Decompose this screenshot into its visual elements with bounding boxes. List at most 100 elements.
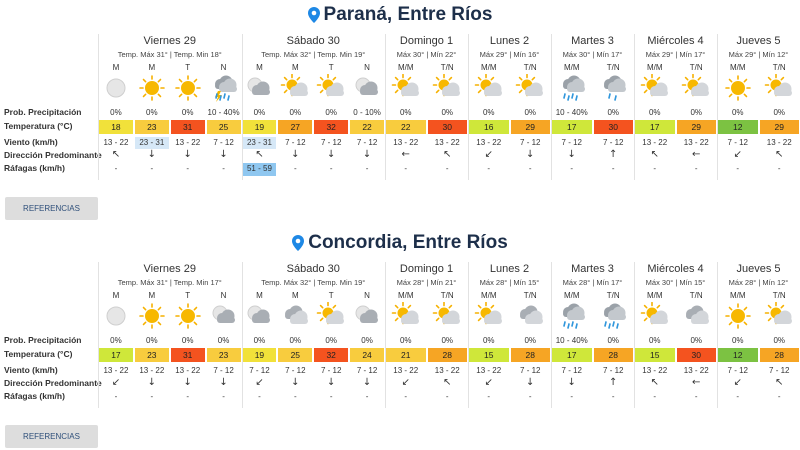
temperature: 29: [510, 120, 550, 134]
wind: 7 - 12: [727, 366, 748, 375]
temperature: 17: [99, 348, 133, 362]
precipitation: 0%: [731, 336, 744, 345]
day-name: Miércoles 4: [647, 263, 704, 275]
direction: ↓: [526, 377, 535, 388]
row-label: Ráfagas (km/h): [4, 391, 65, 401]
precipitation: 10 - 40%: [555, 108, 588, 117]
location-pin: [307, 7, 320, 23]
day-summary: Temp. Máx 31° | Temp. Min 18°: [117, 50, 222, 59]
temperature: 31: [170, 120, 205, 134]
temperature: 28: [427, 348, 467, 362]
temperature: 17: [552, 120, 592, 134]
direction: ↓: [526, 149, 535, 160]
direction: ↓: [326, 149, 336, 160]
temperature: 27: [278, 120, 313, 134]
wind: 13 - 22: [434, 138, 460, 147]
gusts: -: [186, 392, 190, 401]
day-name: Viernes 29: [143, 263, 196, 275]
weather-icon: [764, 302, 793, 325]
row-label: Viento (km/h): [4, 137, 58, 147]
wind: 23 - 31: [134, 137, 169, 149]
period-label: T/N: [523, 291, 537, 300]
precipitation: 0%: [253, 108, 266, 117]
weather-icon: [640, 302, 668, 325]
temperature: 17: [635, 120, 675, 134]
temperature: 15: [635, 348, 675, 362]
weather-icon: [515, 74, 544, 97]
day-name: Miércoles 4: [647, 35, 704, 47]
temperature: 12: [718, 120, 758, 134]
row-label: Viento (km/h): [4, 365, 58, 375]
references-button[interactable]: REFERENCIAS: [5, 425, 98, 448]
temperature: 23: [134, 348, 169, 362]
direction: ←: [692, 377, 701, 388]
day-name: Sábado 30: [286, 35, 340, 47]
day-summary: Máx 30° | Mín 15°: [645, 278, 706, 287]
direction: ↓: [219, 149, 228, 160]
direction: ↙: [733, 149, 742, 160]
precipitation: 0%: [524, 336, 537, 345]
weather-icon: [174, 303, 201, 329]
day-summary: Máx 29° | Mín 16°: [479, 50, 540, 59]
temperature: 23: [206, 348, 241, 362]
day-separator: [98, 34, 99, 180]
wind: 13 - 22: [476, 138, 502, 147]
temperature: 19: [242, 120, 277, 134]
direction: ↖: [111, 149, 121, 160]
wind: 13 - 22: [642, 366, 668, 375]
gusts: -: [736, 164, 740, 173]
temperature: 22: [386, 120, 426, 134]
period-label: T/N: [772, 63, 786, 72]
direction: ↑: [609, 377, 618, 388]
day-separator: [468, 262, 469, 408]
period-label: M/M: [646, 63, 663, 72]
temperature: 28: [759, 348, 799, 362]
gusts: -: [293, 164, 297, 173]
direction: ↓: [362, 377, 372, 388]
direction: ↓: [291, 149, 300, 160]
direction: ↙: [733, 377, 742, 388]
temperature: 31: [170, 348, 205, 362]
period-label: N: [220, 291, 227, 300]
wind: 7 - 12: [603, 138, 624, 147]
period-label: T/N: [689, 291, 703, 300]
row-label: Prob. Precipitación: [4, 335, 82, 345]
weather-icon: [474, 302, 502, 325]
day-name: Lunes 2: [489, 35, 530, 47]
direction: ↓: [567, 149, 576, 160]
period-label: T/N: [440, 63, 454, 72]
day-separator: [717, 262, 718, 408]
period-label: M/M: [397, 291, 414, 300]
day-summary: Máx 29° | Mín 12°: [728, 50, 789, 59]
weather-icon: [391, 302, 419, 325]
precipitation: 0%: [289, 108, 302, 117]
weather-icon: [724, 303, 751, 329]
gusts: -: [611, 392, 615, 401]
wind: 13 - 22: [139, 366, 165, 375]
temperature: 32: [314, 348, 349, 362]
wind: 23 - 31: [242, 137, 277, 149]
precipitation: 0%: [399, 336, 412, 345]
period-label: M/M: [646, 291, 663, 300]
precipitation: 0%: [217, 336, 230, 345]
weather-icon: [520, 305, 544, 324]
precipitation: 0%: [181, 336, 194, 345]
temperature: 12: [718, 348, 758, 362]
wind: 7 - 12: [561, 138, 582, 147]
references-button[interactable]: REFERENCIAS: [5, 197, 98, 220]
direction: ↓: [291, 377, 300, 388]
direction: ↓: [183, 377, 192, 388]
gusts: -: [694, 392, 698, 401]
temperature: 30: [676, 348, 716, 362]
gusts: -: [365, 392, 369, 401]
wind: 13 - 22: [175, 366, 201, 375]
direction: ↓: [147, 377, 156, 388]
period-label: M: [291, 291, 299, 300]
period-label: N: [364, 63, 370, 72]
weather-icon: [640, 74, 668, 97]
gusts: 51 - 59: [242, 163, 277, 176]
period-label: M/M: [563, 291, 580, 300]
period-label: M: [256, 291, 263, 300]
weather-icon: [174, 75, 201, 101]
